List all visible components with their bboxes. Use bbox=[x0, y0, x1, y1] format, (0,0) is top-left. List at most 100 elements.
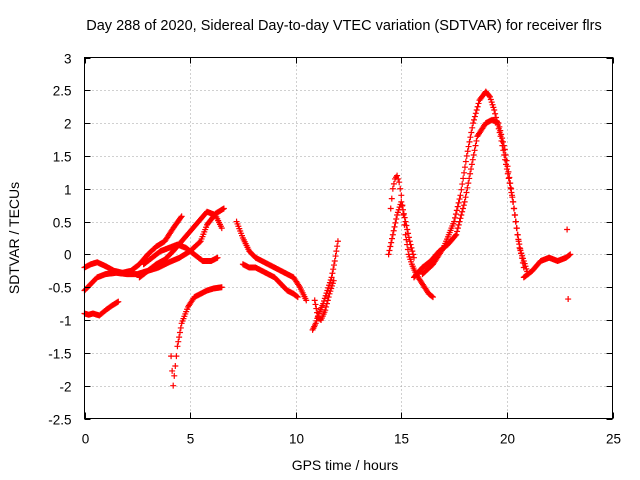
data-point bbox=[329, 280, 336, 287]
data-point bbox=[311, 297, 318, 304]
y-tick-label: -2 bbox=[59, 380, 71, 395]
data-point bbox=[453, 231, 460, 238]
data-point bbox=[403, 222, 410, 229]
data-point bbox=[394, 212, 401, 219]
data-point bbox=[175, 338, 182, 345]
data-point bbox=[487, 96, 494, 103]
data-point bbox=[515, 238, 522, 245]
data-point bbox=[330, 266, 337, 273]
series-arc-15h-b bbox=[385, 198, 417, 261]
data-point bbox=[470, 152, 477, 159]
y-tick-label: 3 bbox=[64, 52, 72, 67]
data-point bbox=[321, 298, 328, 305]
data-point bbox=[457, 192, 464, 199]
data-point bbox=[452, 232, 459, 239]
data-point bbox=[489, 101, 496, 108]
data-point bbox=[387, 243, 394, 250]
series-arc-early-d bbox=[136, 208, 225, 281]
data-point bbox=[454, 228, 461, 235]
data-point bbox=[322, 292, 329, 299]
data-point bbox=[171, 372, 178, 379]
data-point bbox=[494, 122, 501, 129]
data-point bbox=[389, 235, 396, 242]
data-point bbox=[398, 198, 405, 205]
y-tick-label: -1.5 bbox=[48, 347, 71, 362]
data-point bbox=[218, 284, 225, 291]
data-point bbox=[493, 118, 500, 125]
data-point bbox=[385, 251, 392, 258]
series-arc-11h bbox=[309, 238, 341, 333]
data-point bbox=[452, 214, 459, 221]
data-point bbox=[178, 213, 185, 220]
data-point bbox=[466, 138, 473, 145]
data-point bbox=[471, 147, 478, 154]
data-point bbox=[504, 170, 511, 177]
data-point bbox=[471, 116, 478, 123]
data-point bbox=[455, 199, 462, 206]
y-tick-label: -0.5 bbox=[48, 281, 71, 296]
data-point bbox=[312, 301, 319, 308]
data-point bbox=[458, 186, 465, 193]
data-point bbox=[521, 260, 528, 267]
data-point bbox=[196, 239, 203, 246]
data-point bbox=[507, 184, 514, 191]
data-point bbox=[405, 230, 412, 237]
data-point bbox=[452, 211, 459, 218]
data-point bbox=[454, 203, 461, 210]
y-tick-label: 1.5 bbox=[53, 150, 72, 165]
x-axis-label: GPS time / hours bbox=[292, 457, 399, 473]
data-point bbox=[498, 137, 505, 144]
data-point bbox=[461, 198, 468, 205]
data-point bbox=[177, 214, 184, 221]
data-point bbox=[398, 192, 405, 199]
data-point bbox=[514, 231, 521, 238]
data-point bbox=[486, 92, 493, 99]
series-arc-late bbox=[520, 251, 574, 281]
data-point bbox=[462, 158, 469, 165]
data-point bbox=[461, 169, 468, 176]
data-point bbox=[391, 223, 398, 230]
data-point bbox=[324, 287, 331, 294]
data-point bbox=[395, 175, 402, 182]
data-point bbox=[473, 107, 480, 114]
data-point bbox=[389, 231, 396, 238]
data-point bbox=[329, 270, 336, 277]
data-point bbox=[314, 309, 321, 316]
data-point bbox=[294, 294, 301, 301]
data-point bbox=[523, 265, 530, 272]
data-point bbox=[469, 156, 476, 163]
data-point bbox=[327, 277, 334, 284]
data-point bbox=[471, 113, 478, 120]
data-point bbox=[497, 133, 504, 140]
data-point bbox=[170, 382, 177, 389]
data-point bbox=[405, 234, 412, 241]
data-point bbox=[501, 152, 508, 159]
data-point bbox=[512, 218, 519, 225]
data-point bbox=[404, 226, 411, 233]
data-point bbox=[115, 298, 122, 305]
axis-ticks: 0 5 10 15 20 25 -2.5 -2 -1.5 -1 -0.5 0 0.5 1 1.5 2 2.5 3 bbox=[48, 52, 621, 447]
data-point bbox=[492, 110, 499, 117]
data-point bbox=[176, 329, 183, 336]
data-point bbox=[495, 125, 502, 132]
data-point bbox=[565, 296, 572, 303]
data-point bbox=[326, 290, 333, 297]
data-point bbox=[331, 257, 338, 264]
data-point bbox=[174, 343, 181, 350]
data-point bbox=[400, 210, 407, 217]
x-tick-label: 20 bbox=[500, 432, 515, 447]
data-point bbox=[518, 250, 525, 257]
data-point bbox=[390, 227, 397, 234]
data-point bbox=[214, 254, 221, 261]
chart-title: Day 288 of 2020, Sidereal Day-to-day VTE… bbox=[86, 18, 601, 34]
y-axis-label: SDTVAR / TECUs bbox=[6, 182, 22, 294]
data-point bbox=[404, 246, 411, 253]
data-point bbox=[511, 205, 518, 212]
data-point bbox=[328, 274, 335, 281]
data-point bbox=[464, 148, 471, 155]
data-point bbox=[472, 110, 479, 117]
data-point bbox=[509, 194, 516, 201]
data-point bbox=[173, 353, 180, 360]
data-point bbox=[499, 142, 506, 149]
